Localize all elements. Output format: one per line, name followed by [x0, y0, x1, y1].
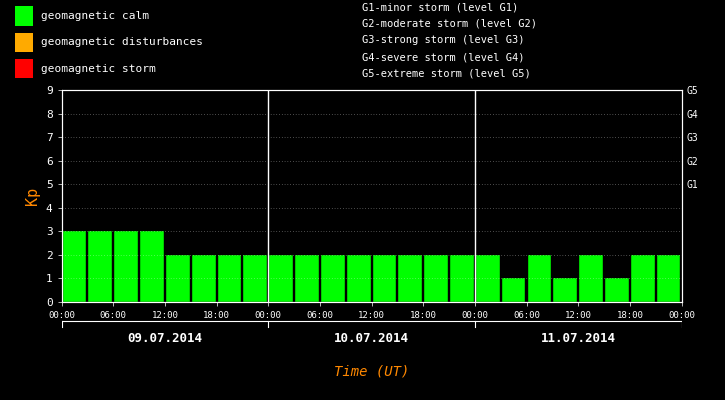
Bar — [502, 278, 526, 302]
Text: G4-severe storm (level G4): G4-severe storm (level G4) — [362, 52, 525, 62]
Bar — [62, 231, 86, 302]
Bar — [579, 255, 603, 302]
Text: G3-strong storm (level G3): G3-strong storm (level G3) — [362, 36, 525, 46]
Text: 11.07.2014: 11.07.2014 — [541, 332, 616, 345]
Bar — [424, 255, 448, 302]
Bar — [321, 255, 344, 302]
Bar — [476, 255, 500, 302]
Bar — [399, 255, 422, 302]
Bar — [528, 255, 551, 302]
Bar — [244, 255, 268, 302]
Bar — [605, 278, 629, 302]
Bar — [553, 278, 577, 302]
Bar — [88, 231, 112, 302]
Text: 09.07.2014: 09.07.2014 — [128, 332, 202, 345]
Bar — [295, 255, 319, 302]
Bar — [166, 255, 190, 302]
Bar — [115, 231, 138, 302]
Text: G2-moderate storm (level G2): G2-moderate storm (level G2) — [362, 19, 537, 29]
Text: geomagnetic storm: geomagnetic storm — [41, 64, 156, 74]
Y-axis label: Kp: Kp — [25, 187, 41, 205]
Bar — [192, 255, 215, 302]
Text: 10.07.2014: 10.07.2014 — [334, 332, 409, 345]
Bar — [218, 255, 241, 302]
Text: Time (UT): Time (UT) — [334, 364, 409, 378]
Bar — [631, 255, 655, 302]
Text: geomagnetic disturbances: geomagnetic disturbances — [41, 37, 203, 47]
Bar — [373, 255, 397, 302]
Text: geomagnetic calm: geomagnetic calm — [41, 11, 149, 21]
Bar — [14, 59, 33, 78]
Bar — [269, 255, 293, 302]
Bar — [140, 231, 164, 302]
Text: G5-extreme storm (level G5): G5-extreme storm (level G5) — [362, 69, 531, 79]
Bar — [657, 255, 681, 302]
Bar — [14, 6, 33, 26]
Bar — [450, 255, 474, 302]
Bar — [14, 32, 33, 52]
Text: G1-minor storm (level G1): G1-minor storm (level G1) — [362, 2, 519, 12]
Bar — [347, 255, 370, 302]
